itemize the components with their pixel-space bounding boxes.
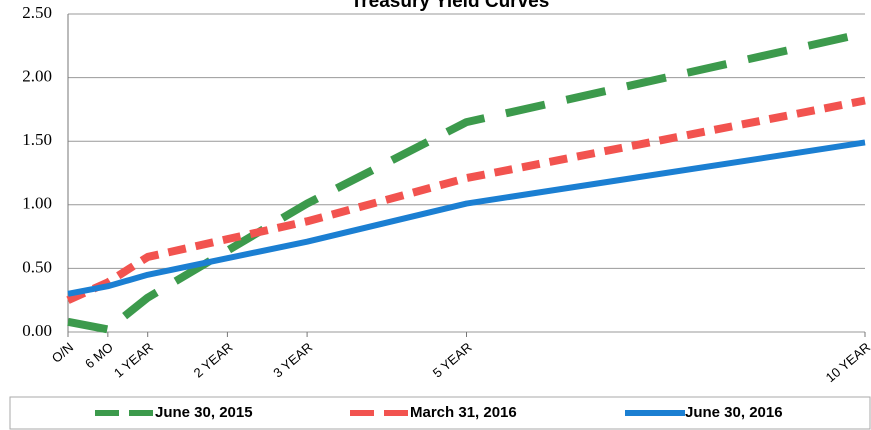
legend-label: June 30, 2016 (685, 404, 783, 421)
y-tick-label: 1.00 (22, 194, 52, 213)
legend-box (9, 396, 871, 430)
x-tick-label: 6 MO (82, 339, 116, 371)
y-tick-label: 2.50 (22, 3, 52, 22)
series-line (66, 96, 866, 304)
chart-title: Treasury Yield Curves (351, 0, 550, 12)
y-tick-label: 1.50 (22, 130, 52, 149)
y-tick-label: 2.00 (22, 67, 52, 86)
x-tick-label: 3 YEAR (270, 339, 315, 380)
y-tick-label: 0.00 (22, 321, 52, 340)
x-tick-label: 2 YEAR (191, 339, 236, 380)
x-tick-label: 5 YEAR (430, 339, 475, 380)
series-line (67, 139, 866, 297)
x-tick-label: 1 YEAR (111, 339, 156, 380)
x-tick-label: 10 YEAR (823, 339, 871, 385)
legend-label: June 30, 2015 (155, 404, 253, 421)
y-tick-label: 0.50 (22, 257, 52, 276)
series-line (67, 29, 866, 334)
legend-label: March 31, 2016 (410, 404, 517, 421)
x-tick-label: O/N (49, 339, 76, 365)
